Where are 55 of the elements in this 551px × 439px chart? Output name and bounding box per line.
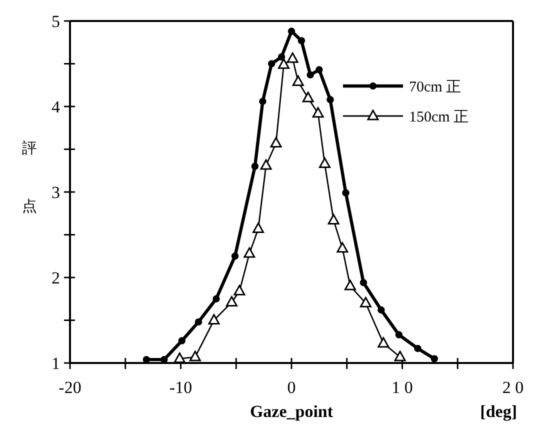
- point: [378, 306, 385, 314]
- y-tick-label: 2: [52, 268, 60, 288]
- point: [328, 214, 340, 224]
- x-tick-label: 2 0: [502, 378, 524, 397]
- point: [378, 337, 390, 348]
- x-tick-label: 1 0: [392, 378, 413, 397]
- point: [344, 280, 356, 290]
- point: [260, 159, 272, 170]
- text: [deg]: [480, 402, 517, 421]
- point: [234, 284, 246, 296]
- point: [292, 75, 304, 86]
- point: [360, 296, 372, 308]
- point: [298, 37, 306, 44]
- y-tick-label: 1: [52, 354, 60, 373]
- y-axis-title: 評点: [21, 128, 39, 244]
- point: [312, 107, 324, 118]
- y-tick-label: 5: [52, 12, 60, 31]
- point: [174, 352, 186, 363]
- point: [414, 344, 422, 352]
- point: [430, 355, 438, 362]
- legend-label: 70cm 正: [409, 79, 462, 96]
- point: [318, 158, 330, 168]
- point: [360, 279, 368, 286]
- point: [231, 252, 239, 260]
- point: [212, 295, 220, 302]
- point: [244, 247, 256, 258]
- x-tick-label: -10: [169, 378, 192, 397]
- point: [278, 53, 286, 61]
- y-tick-label: 3: [52, 182, 60, 202]
- point: [394, 350, 406, 362]
- point: [178, 337, 186, 344]
- point: [286, 52, 298, 63]
- point: [306, 71, 314, 78]
- point: [268, 60, 276, 68]
- point: [226, 296, 238, 307]
- legend-label: 150cm 正: [409, 109, 469, 126]
- point: [278, 58, 290, 69]
- point: [288, 28, 296, 35]
- point: [316, 66, 323, 74]
- point: [208, 314, 220, 324]
- point: [251, 162, 259, 170]
- point: [342, 189, 350, 196]
- point: [194, 318, 202, 326]
- point: [259, 98, 266, 105]
- y-tick-label: 4: [52, 97, 60, 116]
- point: [189, 350, 201, 362]
- point: [252, 222, 264, 234]
- x-axis-title: Gaze_point: [250, 402, 334, 421]
- point: [336, 242, 348, 253]
- x-tick-label: -20: [58, 378, 82, 397]
- point: [395, 331, 403, 338]
- point: [326, 96, 334, 104]
- point: [270, 137, 282, 148]
- point: [302, 92, 314, 102]
- x-tick-label: 0: [287, 378, 296, 397]
